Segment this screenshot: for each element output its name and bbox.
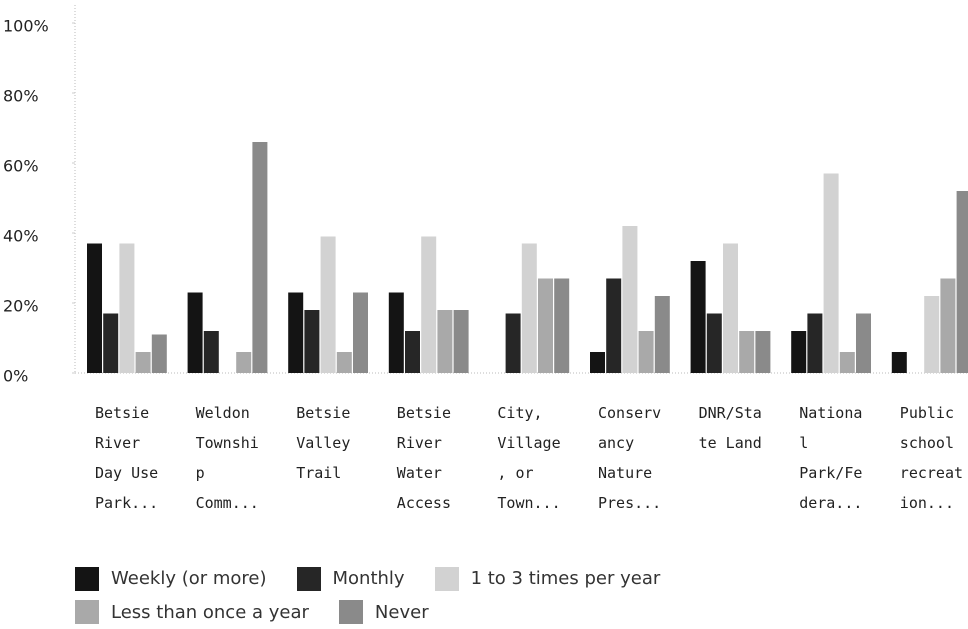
bar [791,331,807,373]
x-tick-label: Betsie River Water Access [396,404,451,512]
bar [606,278,622,373]
bar [336,352,352,373]
bar [505,313,521,373]
legend: Weekly (or more) Monthly 1 to 3 times per … [75,562,775,629]
bar [437,310,453,373]
bar [453,310,469,373]
bar [203,331,219,373]
bar [823,173,839,373]
bar [421,236,437,373]
bar [856,313,871,373]
bar [304,310,320,373]
legend-item: 1 to 3 times per year [434,562,661,595]
bar [839,352,855,373]
legend-label: Monthly [332,568,405,589]
x-tick-label: DNR/State Land [698,404,762,452]
legend-swatch [75,566,99,591]
x-tick-label: National Park/Federa... [799,404,863,512]
legend-item: Less than once a year [75,596,309,629]
bar [103,313,119,373]
legend-label: 1 to 3 times per year [470,568,661,589]
legend-label: Weekly (or more) [111,568,267,589]
bar [288,292,304,373]
bar [755,331,771,373]
bar [151,334,167,373]
x-tick-label: Conservancy Nature Pres... [598,404,662,512]
bar [956,191,968,373]
bar [723,243,738,373]
y-tick-label: 0% [3,367,28,386]
bar [119,243,135,373]
bar [654,296,670,373]
legend-item: Weekly (or more) [75,562,267,595]
legend-label: Never [374,601,429,623]
bar [87,243,102,373]
bar [521,243,537,373]
y-tick-label: 20% [3,297,39,316]
legend-swatch [296,566,321,591]
x-tick-label: Betsie River Day Use Park... [95,404,159,512]
bar [388,292,404,373]
bar [924,296,940,373]
bar [739,331,755,373]
bar [135,352,151,373]
legend-swatch [338,600,363,624]
bar [187,292,203,373]
bar [320,236,336,373]
bar [706,313,722,373]
x-tick-label: City, Village, or Town... [497,404,561,512]
x-tick-label: Betsie Valley Trail [296,404,351,482]
bar [353,292,368,373]
y-tick-label: 100% [3,17,49,36]
bar [252,142,268,373]
y-tick-label: 60% [3,157,39,176]
legend-swatch [75,600,99,624]
bar [236,352,252,373]
bar [690,261,706,373]
x-tick-label: Weldon Township Comm... [195,404,259,512]
bar [590,352,605,373]
bar [538,278,553,373]
legend-swatch [434,566,459,591]
bar [940,278,956,373]
y-tick-label: 80% [3,87,39,106]
y-tick-label: 40% [3,227,39,246]
x-tick-label: Public school recreation... [899,404,964,512]
bar [554,278,570,373]
legend-item: Never [338,596,429,629]
legend-item: Monthly [296,562,405,595]
bar [622,226,638,373]
legend-label: Less than once a year [111,601,309,623]
bar [405,331,420,373]
bar [891,352,907,373]
bar [807,313,823,373]
bar [638,331,654,373]
